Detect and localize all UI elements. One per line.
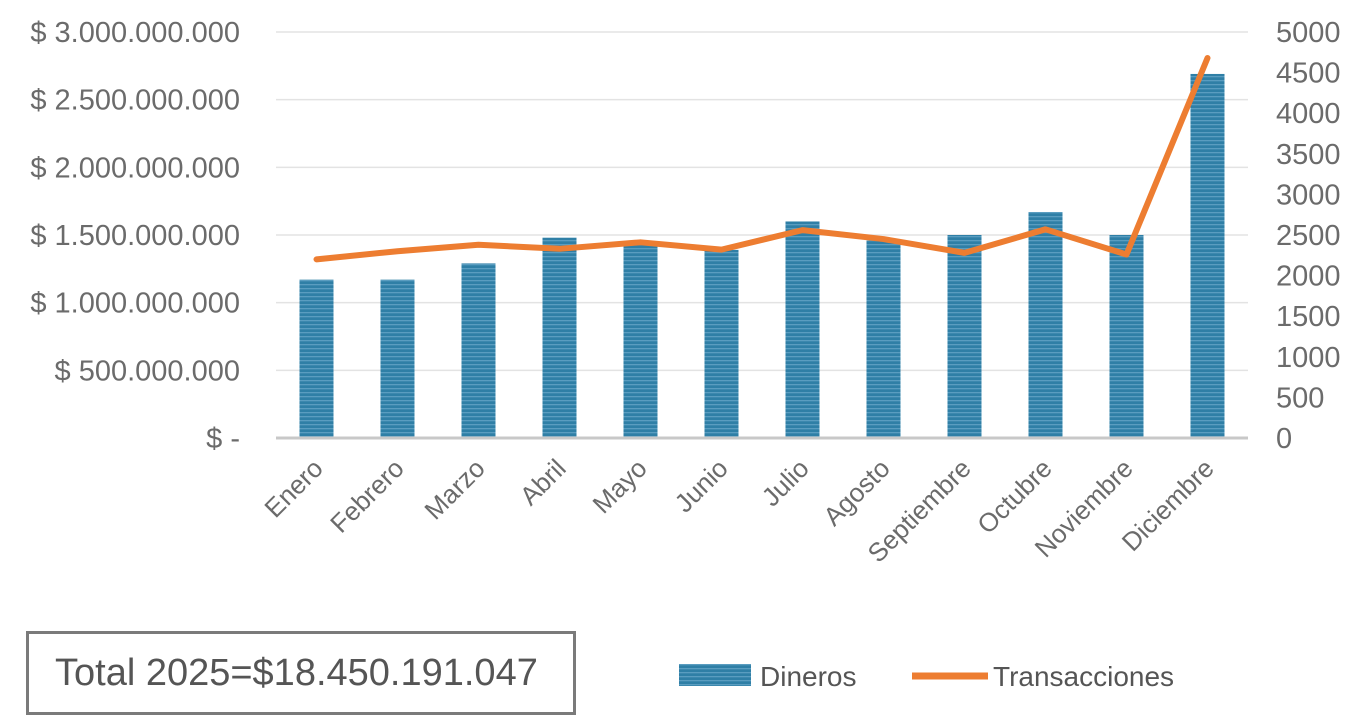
bar-septiembre: [947, 235, 982, 438]
total-label: Total 2025=$18.450.191.047: [55, 651, 538, 694]
category-label: Junio: [669, 453, 734, 518]
left-tick-label: $ 500.000.000: [55, 355, 240, 387]
left-tick-label: $ 2.000.000.000: [30, 152, 240, 184]
left-tick-label: $ 1.500.000.000: [30, 220, 240, 252]
category-label: Enero: [258, 453, 328, 523]
bar-junio: [704, 249, 739, 438]
bar-enero: [299, 279, 334, 438]
right-tick-label: 3500: [1276, 139, 1341, 171]
legend: Dineros Transacciones: [679, 661, 1174, 692]
bar-febrero: [380, 279, 415, 438]
right-tick-label: 1500: [1276, 301, 1341, 333]
category-label: Julio: [756, 453, 815, 512]
bar-abril: [542, 237, 577, 438]
bar-series-dineros: [299, 73, 1225, 438]
right-tick-label: 2000: [1276, 261, 1341, 293]
legend-swatch-dineros: [679, 664, 751, 686]
bar-agosto: [866, 240, 901, 438]
bar-mayo: [623, 243, 658, 438]
bar-marzo: [461, 263, 496, 438]
left-tick-label: $ 2.500.000.000: [30, 85, 240, 117]
left-tick-label: $ -: [206, 423, 240, 455]
category-label: Agosto: [817, 453, 895, 531]
category-label: Abril: [514, 453, 572, 511]
left-tick-label: $ 3.000.000.000: [30, 17, 240, 49]
left-axis-ticks: $ 3.000.000.000 $ 2.500.000.000 $ 2.000.00…: [30, 17, 240, 455]
bar-noviembre: [1109, 235, 1144, 438]
right-tick-label: 500: [1276, 382, 1324, 414]
category-label: Febrero: [324, 453, 410, 539]
right-tick-label: 5000: [1276, 17, 1341, 49]
total-summary-box: Total 2025=$18.450.191.047: [26, 631, 576, 715]
legend-label-dineros: Dineros: [760, 661, 856, 692]
right-tick-label: 2500: [1276, 220, 1341, 252]
legend-label-transacciones: Transacciones: [993, 661, 1174, 692]
right-tick-label: 4000: [1276, 98, 1341, 130]
left-tick-label: $ 1.000.000.000: [30, 288, 240, 320]
line-transacciones: [313, 54, 1211, 263]
bar-diciembre: [1190, 73, 1225, 438]
category-label: Mayo: [587, 453, 653, 519]
right-tick-label: 3000: [1276, 179, 1341, 211]
gridlines: [276, 31, 1248, 372]
right-tick-label: 0: [1276, 423, 1292, 455]
bar-octubre: [1028, 211, 1063, 438]
right-tick-label: 1000: [1276, 342, 1341, 374]
line-series-transacciones: [313, 54, 1211, 263]
category-label: Marzo: [418, 453, 490, 525]
bar-julio: [785, 221, 820, 438]
right-tick-label: 4500: [1276, 58, 1341, 90]
